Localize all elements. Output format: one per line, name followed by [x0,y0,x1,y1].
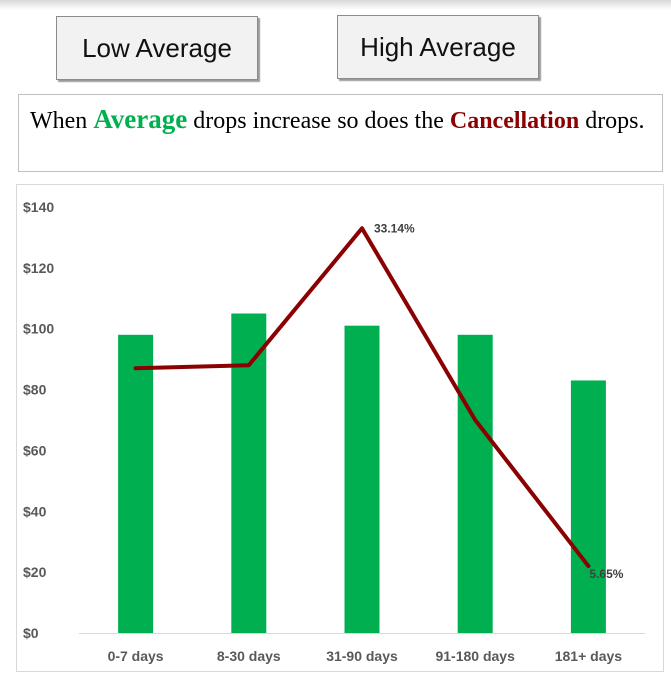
caption-text-1: When [30,108,94,134]
x-tick-label: 91-180 days [435,648,515,664]
x-tick-label: 8-30 days [217,648,281,664]
bar [570,380,606,633]
x-tick-label: 0-7 days [108,648,164,664]
y-tick-label: $40 [23,503,47,519]
y-tick-label: $0 [23,625,39,641]
y-tick-label: $60 [23,442,47,458]
high-average-button[interactable]: High Average [337,15,539,79]
line-data-label: 33.14% [374,221,415,235]
chart-area: $0 $20 $40 $60 $80 $100 $120 $140 0-7 days 8-30 d… [16,184,664,672]
combo-chart: $0 $20 $40 $60 $80 $100 $120 $140 0-7 days 8-30 d… [23,199,645,664]
bar [457,334,493,633]
low-average-button[interactable]: Low Average [56,16,258,80]
bar [231,313,267,633]
x-tick-label: 181+ days [555,648,623,664]
window-top-edge [0,0,671,10]
x-tick-label: 31-90 days [326,648,398,664]
y-tick-label: $120 [23,260,54,276]
caption-text-3: drops. [579,108,645,134]
y-tick-label: $100 [23,321,54,337]
bar [344,325,380,633]
caption-highlight-average: Average [93,104,188,134]
y-tick-label: $80 [23,382,47,398]
caption-text-2: drops increase so does the [187,108,450,134]
y-tick-label: $140 [23,199,54,215]
bar [118,334,154,633]
caption-highlight-cancellation: Cancellation [449,108,580,134]
line-data-label: 5.65% [589,567,623,581]
chart-caption: When Average drops increase so does the … [18,94,663,172]
y-tick-label: $20 [23,564,47,580]
